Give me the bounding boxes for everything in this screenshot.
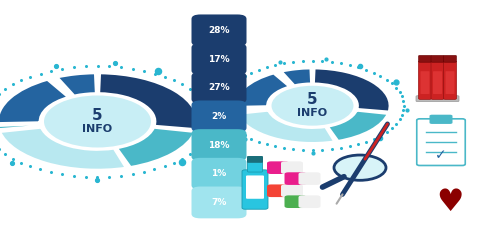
Text: 5: 5 xyxy=(92,108,103,123)
FancyBboxPatch shape xyxy=(192,43,246,75)
Wedge shape xyxy=(0,127,126,170)
FancyBboxPatch shape xyxy=(418,55,432,62)
FancyBboxPatch shape xyxy=(267,161,289,174)
Text: INFO: INFO xyxy=(82,124,112,134)
FancyBboxPatch shape xyxy=(192,101,246,132)
Text: 1%: 1% xyxy=(212,169,226,178)
FancyBboxPatch shape xyxy=(242,170,268,209)
Text: 5: 5 xyxy=(307,92,318,107)
FancyBboxPatch shape xyxy=(430,115,452,124)
Text: ♥: ♥ xyxy=(436,188,464,217)
FancyBboxPatch shape xyxy=(444,55,456,62)
FancyBboxPatch shape xyxy=(416,96,459,102)
Wedge shape xyxy=(99,73,198,130)
Text: ✓: ✓ xyxy=(435,148,447,163)
FancyBboxPatch shape xyxy=(248,161,262,172)
Wedge shape xyxy=(57,73,96,96)
FancyBboxPatch shape xyxy=(298,172,320,185)
FancyBboxPatch shape xyxy=(298,195,320,208)
Text: 2%: 2% xyxy=(212,112,226,121)
Wedge shape xyxy=(116,127,196,167)
FancyBboxPatch shape xyxy=(431,61,444,99)
Wedge shape xyxy=(314,68,390,112)
Wedge shape xyxy=(236,110,335,143)
Circle shape xyxy=(44,95,151,148)
Text: 27%: 27% xyxy=(208,83,230,92)
Wedge shape xyxy=(51,78,72,97)
FancyBboxPatch shape xyxy=(281,161,303,174)
Wedge shape xyxy=(0,79,68,123)
FancyBboxPatch shape xyxy=(281,184,303,197)
FancyBboxPatch shape xyxy=(246,175,264,199)
Text: 28%: 28% xyxy=(208,26,230,35)
FancyBboxPatch shape xyxy=(446,71,454,94)
FancyBboxPatch shape xyxy=(192,15,246,46)
Wedge shape xyxy=(235,73,290,107)
FancyBboxPatch shape xyxy=(418,61,432,99)
Wedge shape xyxy=(0,124,41,130)
FancyBboxPatch shape xyxy=(192,129,246,161)
FancyBboxPatch shape xyxy=(267,184,289,197)
Circle shape xyxy=(334,155,386,180)
Wedge shape xyxy=(236,108,268,112)
Text: 17%: 17% xyxy=(208,54,230,64)
Text: INFO: INFO xyxy=(298,108,328,118)
Wedge shape xyxy=(276,72,292,86)
FancyBboxPatch shape xyxy=(420,71,430,94)
FancyBboxPatch shape xyxy=(433,71,442,94)
FancyBboxPatch shape xyxy=(192,158,246,190)
FancyBboxPatch shape xyxy=(444,61,456,99)
Circle shape xyxy=(272,86,353,126)
Wedge shape xyxy=(281,68,312,86)
FancyBboxPatch shape xyxy=(284,195,306,208)
Wedge shape xyxy=(328,110,388,141)
FancyBboxPatch shape xyxy=(192,187,246,218)
FancyBboxPatch shape xyxy=(431,55,444,62)
FancyBboxPatch shape xyxy=(247,156,263,163)
Text: 18%: 18% xyxy=(208,140,230,150)
Text: 7%: 7% xyxy=(212,198,226,207)
FancyBboxPatch shape xyxy=(417,119,465,165)
FancyBboxPatch shape xyxy=(192,72,246,104)
FancyBboxPatch shape xyxy=(284,172,306,185)
